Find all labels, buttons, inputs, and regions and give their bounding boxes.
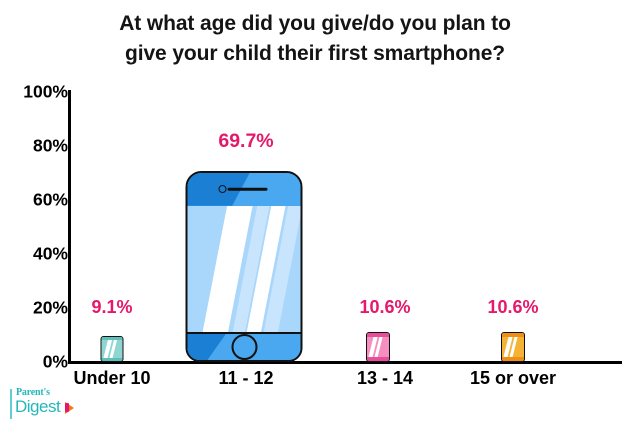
logo-line-2: Digest — [15, 397, 61, 416]
y-axis-tick-labels: 100% 80% 60% 40% 20% 0% — [0, 0, 68, 431]
bar-phone-screen — [187, 205, 301, 334]
chart-title-line-2: give your child their first smartphone? — [125, 41, 505, 65]
parents-digest-logo: Parent's Digest — [10, 387, 86, 421]
bar-phone-bottom-shade — [187, 333, 226, 360]
bar-phone-bottom-band — [101, 357, 123, 361]
x-tick-15-or-over: 15 or over — [469, 368, 557, 388]
bar-15-or-over[interactable] — [501, 332, 525, 362]
value-label-11-12: 69.7% — [218, 130, 274, 152]
bar-13-14[interactable] — [366, 332, 390, 362]
bar-phone-bottom-band — [502, 357, 524, 361]
logo-line-1: Parent's — [16, 387, 50, 398]
speaker-icon — [227, 188, 268, 191]
x-tick-13-14: 13 - 14 — [356, 368, 414, 388]
y-axis-line — [68, 90, 71, 364]
x-tick-under-10: Under 10 — [73, 368, 151, 388]
value-label-under-10: 9.1% — [91, 297, 133, 317]
bar-phone-top-band — [367, 333, 389, 337]
bar-phone-bottom-band — [187, 331, 301, 360]
home-button-icon — [231, 333, 257, 360]
bar-phone-bottom-band — [367, 357, 389, 361]
chart-title-line-1: At what age did you give/do you plan to — [119, 12, 511, 35]
bar-phone-screen — [367, 336, 389, 358]
value-label-13-14: 10.6% — [359, 297, 411, 317]
logo-dot-icon — [65, 403, 69, 412]
y-tick-40: 40% — [32, 243, 68, 264]
logo-rule — [10, 389, 12, 419]
bar-11-12[interactable] — [185, 171, 303, 362]
bar-under-10[interactable] — [100, 336, 124, 362]
camera-icon — [218, 185, 226, 194]
y-tick-100: 100% — [23, 81, 68, 102]
bar-phone-screen — [102, 340, 123, 358]
bar-phone-screen — [502, 336, 524, 358]
x-tick-11-12: 11 - 12 — [218, 368, 274, 388]
y-tick-0: 0% — [42, 351, 68, 372]
value-label-15-or-over: 10.6% — [487, 297, 539, 317]
y-tick-80: 80% — [32, 135, 68, 156]
y-tick-20: 20% — [32, 297, 68, 318]
x-axis-line — [68, 361, 622, 364]
bar-phone-top-band — [101, 337, 123, 341]
bar-phone-top-band — [187, 173, 301, 208]
play-triangle-icon — [65, 402, 74, 414]
chart-title: At what age did you give/do you plan to … — [55, 9, 575, 69]
bar-phone-top-band — [502, 333, 524, 337]
y-tick-60: 60% — [32, 189, 68, 210]
